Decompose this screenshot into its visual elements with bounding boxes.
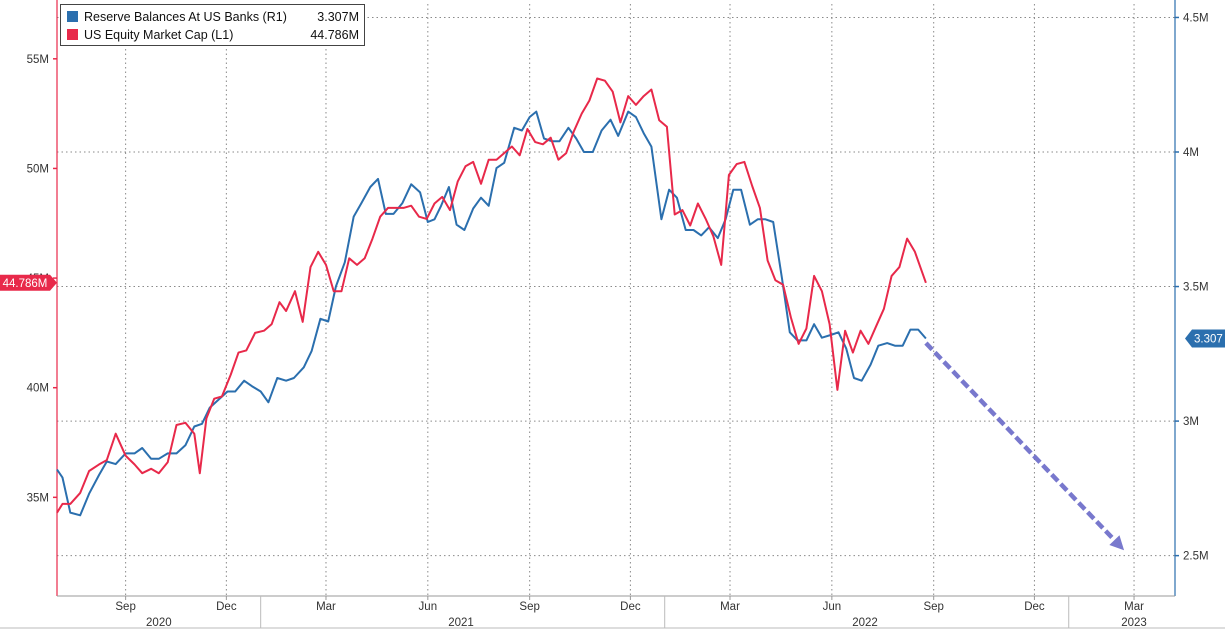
left-axis-tick-label: 50M — [27, 163, 49, 175]
grid-lines — [57, 4, 1175, 596]
x-axis-year-label: 2022 — [852, 617, 878, 629]
annotations — [924, 341, 1125, 551]
legend-item-value: 3.307M — [317, 10, 359, 24]
x-axis-tick-label: Dec — [620, 601, 641, 613]
current-value-tag-label: 3.307 — [1194, 333, 1223, 345]
x-axis-year-label: 2020 — [146, 617, 172, 629]
legend-swatch — [67, 11, 78, 22]
x-axis-tick-label: Mar — [1124, 601, 1144, 613]
right-axis-tick-label: 4M — [1183, 147, 1199, 159]
x-axis-tick-label: Sep — [115, 601, 135, 613]
x-axis-tick-label: Sep — [519, 601, 539, 613]
series-line-equity-market-cap — [56, 77, 927, 514]
right-axis-tick-label: 3M — [1183, 416, 1199, 428]
current-value-tag-shape — [1185, 329, 1225, 348]
legend-swatch — [67, 29, 78, 40]
right-axis-tick-label: 3.5M — [1183, 282, 1209, 294]
legend-item-label: Reserve Balances At US Banks (R1) — [84, 10, 287, 24]
x-axis-tick-label: Mar — [316, 601, 336, 613]
left-current-value-tag: 44.786M — [0, 274, 57, 291]
x-axis-year-label: 2021 — [448, 617, 474, 629]
legend-item-reserve-balances: Reserve Balances At US Banks (R1) 3.307M — [67, 8, 359, 26]
right-axis-tick-label: 2.5M — [1183, 551, 1209, 563]
legend-item-label: US Equity Market Cap (L1) — [84, 28, 234, 42]
x-axis-tick-label: Dec — [216, 601, 237, 613]
x-axis-year-label: 2023 — [1121, 617, 1147, 629]
left-axis-tick-label: 35M — [27, 492, 49, 504]
x-axis-tick-label: Jun — [823, 601, 842, 613]
left-axis-tick-label: 40M — [27, 383, 49, 395]
right-current-value-tag: 3.307 — [1185, 329, 1225, 348]
right-axis-tick-label: 4.5M — [1183, 12, 1209, 24]
x-axis-tick-label: Dec — [1024, 601, 1045, 613]
legend: Reserve Balances At US Banks (R1) 3.307M… — [60, 4, 365, 46]
x-axis-tick-label: Mar — [720, 601, 740, 613]
x-axis-tick-label: Sep — [923, 601, 943, 613]
legend-item-value: 44.786M — [310, 28, 359, 42]
current-value-tag-shape — [0, 274, 57, 291]
current-value-tag-label: 44.786M — [3, 278, 48, 290]
trend-arrow-head — [1109, 535, 1125, 551]
legend-item-equity-market-cap: US Equity Market Cap (L1) 44.786M — [67, 26, 359, 44]
series-lines — [56, 77, 927, 517]
left-axis-tick-label: 55M — [27, 54, 49, 66]
x-axis-tick-label: Jun — [419, 601, 438, 613]
trend-arrow-shaft — [924, 341, 1117, 542]
series-line-reserve-balances — [56, 110, 927, 517]
axis-labels: 35M40M45M50M55M2.5M3M3.5M4M4.5MSepDecMar… — [0, 12, 1225, 629]
